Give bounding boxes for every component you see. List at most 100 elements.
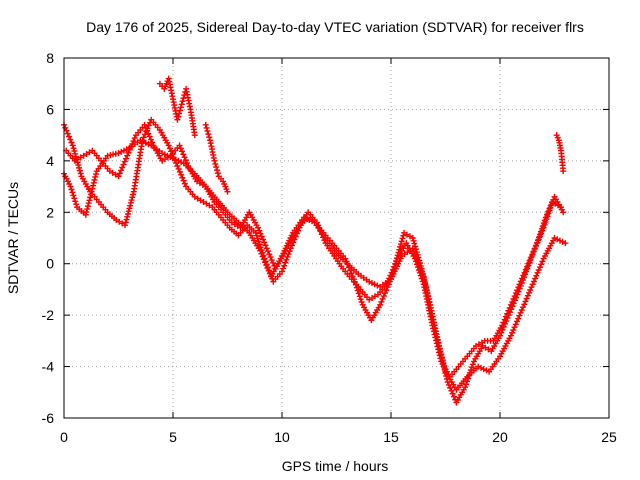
data-point [65,133,72,140]
data-point [321,237,328,244]
data-point [355,290,362,297]
data-point [280,265,287,272]
data-point [177,145,184,152]
data-point [268,257,275,264]
data-point [71,148,78,155]
data-point [549,199,556,206]
data-point [149,139,156,146]
y-tick-label: 4 [46,153,54,169]
data-point [115,173,122,180]
data-point [526,289,533,296]
data-point [130,138,137,145]
data-point [536,231,543,238]
data-point [462,384,469,391]
data-point [73,201,80,208]
data-point [166,145,173,152]
data-point [262,258,269,265]
data-point [141,131,148,138]
data-point [530,248,537,255]
data-point [436,352,443,359]
data-point [522,266,529,273]
data-point [507,332,514,339]
data-point [529,281,536,288]
data-point [125,208,132,215]
data-point [206,134,213,141]
data-point [541,217,548,224]
data-point [409,235,416,241]
data-point [184,160,191,167]
data-point [465,375,472,382]
data-point [528,284,535,291]
y-tick-label: 2 [46,204,54,220]
data-point [534,240,541,247]
data-point [141,121,148,128]
data-point [433,337,440,344]
data-point [265,267,272,274]
data-point [257,244,264,251]
data-point [504,310,511,317]
data-point [536,264,543,271]
data-point [179,174,186,181]
data-point [62,124,69,131]
data-point [480,366,487,373]
data-point [129,194,136,201]
data-point [520,304,527,311]
data-point [507,301,514,308]
data-point [343,258,350,265]
data-point [469,361,476,368]
data-point [521,301,528,308]
x-tick-label: 0 [60,429,68,445]
data-point [397,241,404,248]
data-point [83,208,90,215]
data-point [539,223,546,229]
data-point [387,275,394,282]
x-tick-label: 20 [492,429,508,445]
data-point [347,267,354,274]
series-segment-e [202,121,231,195]
data-point [530,278,537,285]
data-point [538,261,545,268]
data-point [527,254,534,261]
data-point [92,171,99,178]
data-point [533,272,540,279]
data-point [535,234,542,241]
data-point [140,134,147,141]
data-point [267,254,274,261]
data-point [414,251,421,258]
data-point [259,249,266,256]
data-point [69,142,76,149]
data-point [181,180,188,187]
x-axis-label: GPS time / hours [282,458,389,474]
data-point [391,264,398,271]
data-point [82,211,89,218]
data-point [181,154,188,161]
data-points [61,75,569,406]
data-point [531,246,538,253]
data-point [500,319,507,326]
data-point [283,256,290,263]
data-point [263,261,270,268]
data-point [126,205,133,212]
plot-frame [63,57,610,419]
data-point [212,160,219,167]
data-point [191,132,198,139]
data-point [90,182,97,189]
data-point [527,287,534,293]
data-point [70,192,77,199]
data-point [171,157,178,164]
data-point [540,220,547,227]
data-point [444,379,451,385]
data-point [165,142,172,149]
data-point [416,269,423,276]
data-point [178,171,185,178]
data-point [518,307,525,313]
data-point [512,321,519,328]
y-tick-label: 8 [46,50,54,66]
data-point [368,280,375,286]
data-point [377,301,384,308]
data-point [366,278,373,285]
data-point [385,281,392,288]
data-point [386,278,393,285]
data-point [178,101,185,108]
data-point [477,364,484,371]
